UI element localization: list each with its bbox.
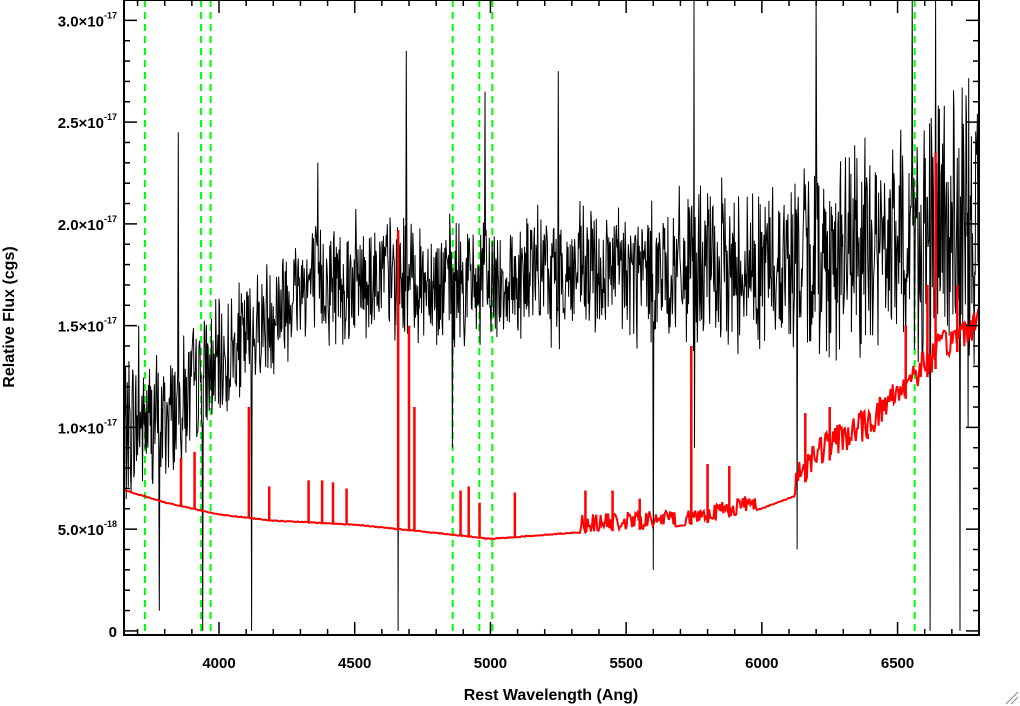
spectrum-line [123, 0, 980, 631]
x-tick-label: 4500 [338, 655, 371, 672]
error-line [123, 308, 980, 541]
x-tick-labels: 4000 4500 5000 5500 6000 6500 [202, 655, 914, 672]
resize-grip-icon[interactable] [1005, 691, 1019, 705]
spectrum-series [123, 0, 980, 631]
y-tick-labels: 0 5.0×10-18 1.0×10-17 1.5×10-17 2.0×10-17 2.5… [58, 10, 117, 641]
plot-axes [123, 0, 980, 636]
error-series [123, 152, 980, 541]
y-axis-title: Relative Flux (cgs) [1, 246, 18, 387]
y-tick-label: 5.0×10-18 [58, 519, 117, 539]
x-tick-label: 5500 [609, 655, 642, 672]
axis-ticks [124, 0, 980, 635]
y-tick-label: 2.0×10-17 [58, 214, 117, 234]
x-tick-label: 6000 [745, 655, 778, 672]
axes-frame [123, 0, 980, 636]
x-tick-label: 5000 [474, 655, 507, 672]
y-tick-label: 0 [109, 624, 117, 641]
y-tick-label: 1.0×10-17 [58, 417, 117, 437]
x-axis-title: Rest Wavelength (Ang) [464, 687, 639, 704]
x-tick-label: 4000 [202, 655, 235, 672]
x-tick-label: 6500 [881, 655, 914, 672]
y-tick-label: 2.5×10-17 [58, 112, 117, 132]
y-tick-label: 1.5×10-17 [58, 316, 117, 336]
y-tick-label: 3.0×10-17 [58, 10, 117, 30]
